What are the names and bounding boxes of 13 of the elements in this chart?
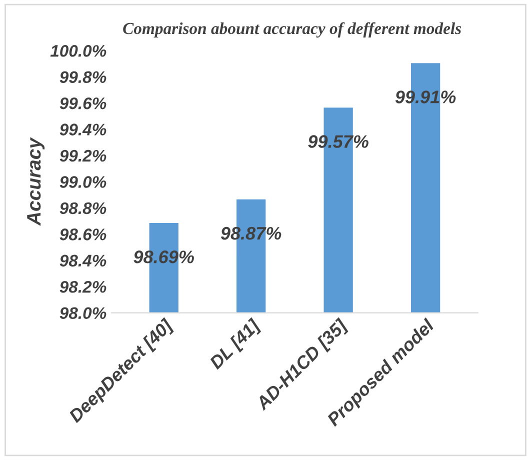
y-tick-label: 100.0%: [50, 45, 106, 57]
y-tick-label: 99.6%: [60, 97, 106, 110]
y-tick-label: 98.0%: [60, 307, 106, 320]
y-tick-label: 98.6%: [60, 228, 106, 240]
chart-title: Comparison abount accuracy of defferent models: [123, 22, 462, 38]
y-tick-label: 99.0%: [60, 176, 106, 188]
y-tick-label: 99.4%: [60, 124, 106, 136]
y-axis-title: Accuracy: [27, 137, 45, 226]
y-tick-label: 98.8%: [60, 202, 106, 214]
y-tick-label: 99.2%: [60, 150, 106, 162]
y-tick-label: 98.4%: [60, 254, 106, 267]
y-tick-label: 98.2%: [60, 280, 106, 293]
y-tick-label: 99.8%: [60, 71, 106, 84]
